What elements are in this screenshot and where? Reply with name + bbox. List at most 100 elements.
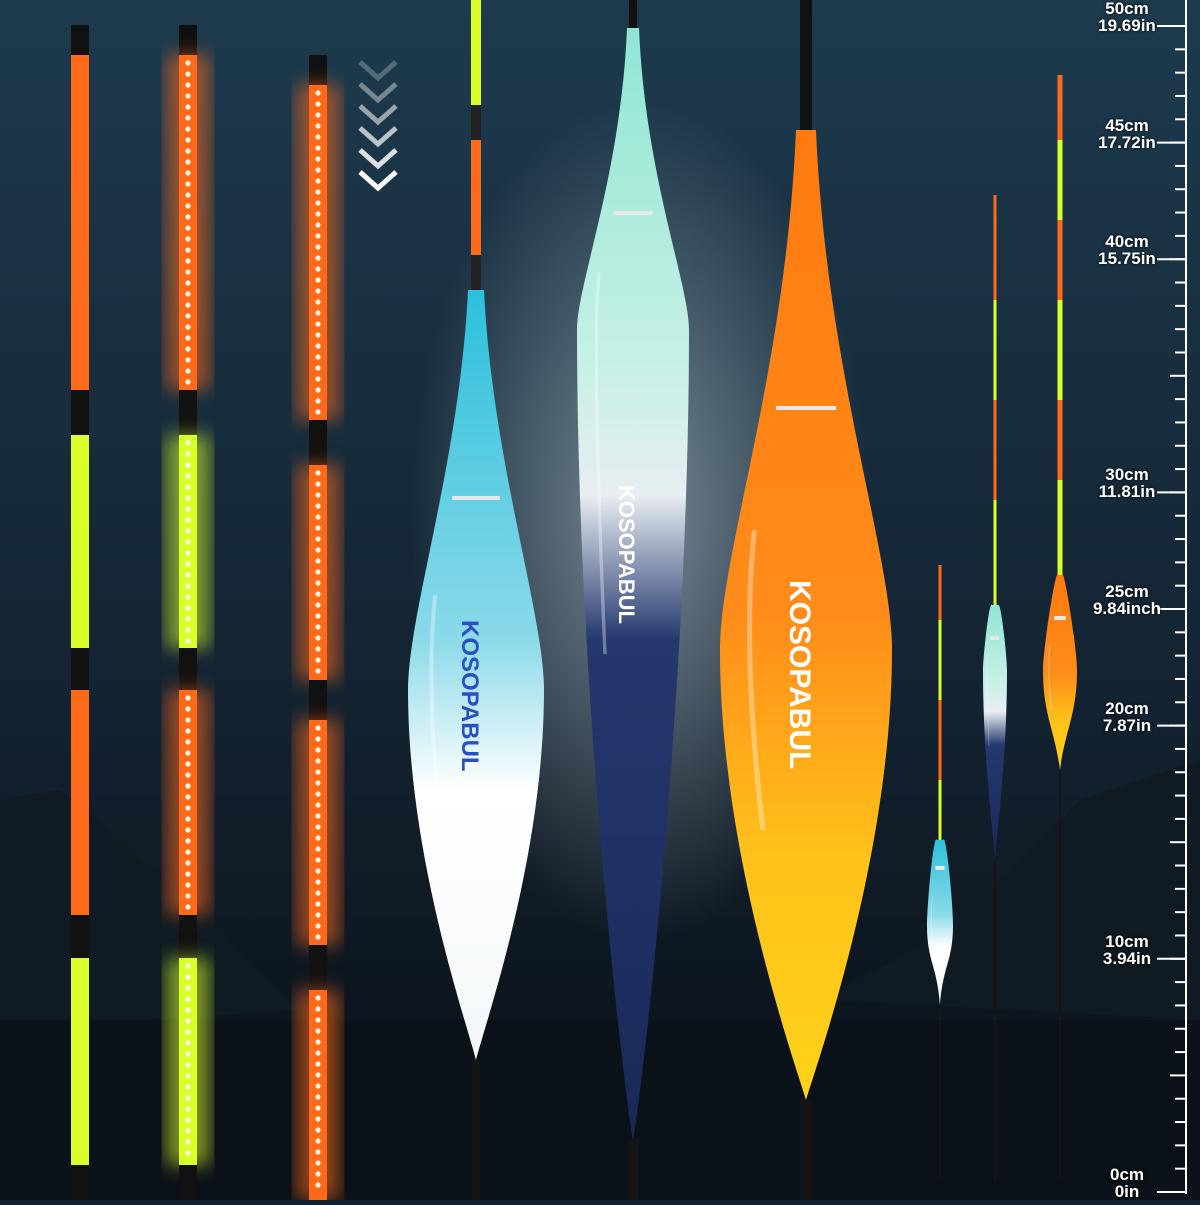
led-dot [315, 835, 321, 841]
led-dot [185, 71, 191, 77]
led-dot [185, 1062, 191, 1068]
antenna-segment [471, 255, 481, 290]
led-dot [315, 332, 321, 338]
led-dot [185, 462, 191, 468]
stick-segment [309, 85, 327, 420]
led-dot [315, 813, 321, 819]
ruler-label-cm: 45cm [1105, 115, 1149, 135]
led-dot [315, 923, 321, 929]
led-dot [315, 646, 321, 652]
led-dot [315, 101, 321, 107]
led-dot [315, 178, 321, 184]
brand-logo: KOSOPABUL [614, 485, 639, 624]
float-small-mint [983, 195, 1007, 1180]
collar-ring [990, 636, 1000, 640]
led-dot [315, 134, 321, 140]
ruler-label: 10cm 3.94in [1087, 933, 1167, 967]
led-dot [315, 1105, 321, 1111]
led-dot [185, 236, 191, 242]
led-dot [185, 974, 191, 980]
led-dot [315, 1006, 321, 1012]
led-dot [315, 1094, 321, 1100]
led-dot [185, 561, 191, 567]
led-dot [315, 343, 321, 349]
led-dot [315, 112, 321, 118]
antenna-segment [471, 105, 481, 140]
stick-segment [71, 55, 89, 390]
stick-segment [309, 720, 327, 945]
antenna-segment [471, 0, 481, 105]
led-dot [185, 440, 191, 446]
ruler-label-cm: 40cm [1105, 232, 1149, 252]
led-dot [185, 1139, 191, 1145]
led-dot [185, 550, 191, 556]
led-dot [315, 266, 321, 272]
stick-segment [179, 55, 197, 390]
stick-segment [179, 25, 197, 55]
led-dot [315, 409, 321, 415]
led-dot [185, 528, 191, 534]
led-dot [315, 288, 321, 294]
led-dot [315, 602, 321, 608]
led-dot [315, 635, 321, 641]
antenna-segment [1057, 140, 1063, 220]
led-dot [185, 860, 191, 866]
stick-segment [309, 680, 327, 720]
led-dot [185, 717, 191, 723]
led-dot [315, 624, 321, 630]
highlight [986, 654, 990, 747]
led-dot [315, 492, 321, 498]
led-dot [315, 1138, 321, 1144]
stick-segment [309, 945, 327, 990]
led-dot [185, 1117, 191, 1123]
led-dot [185, 379, 191, 385]
stick-segment [71, 25, 89, 55]
antenna-segment [993, 300, 997, 400]
led-dot [315, 569, 321, 575]
float-body [983, 604, 1007, 860]
stem [939, 1005, 941, 1180]
led-dot [315, 580, 321, 586]
ruler-label: 20cm 7.87in [1087, 700, 1167, 734]
stick-segment [179, 915, 197, 958]
stick-segment [71, 648, 89, 690]
led-dot [315, 879, 321, 885]
led-dot [185, 368, 191, 374]
led-dot [185, 1128, 191, 1134]
ruler-label-cm: 50cm [1105, 0, 1149, 18]
stick-segment [179, 1165, 197, 1200]
led-dot [315, 123, 321, 129]
antenna-segment [938, 780, 942, 840]
mountain-right [820, 760, 1200, 1020]
ruler-label: 0cm 0in [1087, 1166, 1167, 1200]
ruler-label: 25cm 9.84inch [1087, 583, 1167, 617]
stick-segment [71, 390, 89, 435]
led-dot [315, 1061, 321, 1067]
float-body [720, 130, 892, 1100]
led-dot [185, 772, 191, 778]
antenna-segment [1057, 400, 1063, 480]
led-dot [315, 547, 321, 553]
led-dot [185, 805, 191, 811]
led-dot [315, 1116, 321, 1122]
float-stick-unlit [71, 25, 89, 1200]
led-dot [185, 137, 191, 143]
chevron-down-icon [358, 170, 398, 192]
led-dot [185, 728, 191, 734]
led-dot [185, 1084, 191, 1090]
led-dot [185, 115, 191, 121]
highlight [931, 897, 934, 958]
led-dot [185, 60, 191, 66]
led-dot [185, 247, 191, 253]
led-dot [315, 503, 321, 509]
led-dot [315, 791, 321, 797]
led-dot [185, 192, 191, 198]
led-dot [185, 214, 191, 220]
led-dot [315, 558, 321, 564]
antenna-segment [1057, 480, 1063, 575]
led-dot [315, 668, 321, 674]
led-dot [315, 857, 321, 863]
led-dot [185, 794, 191, 800]
led-dot [315, 868, 321, 874]
